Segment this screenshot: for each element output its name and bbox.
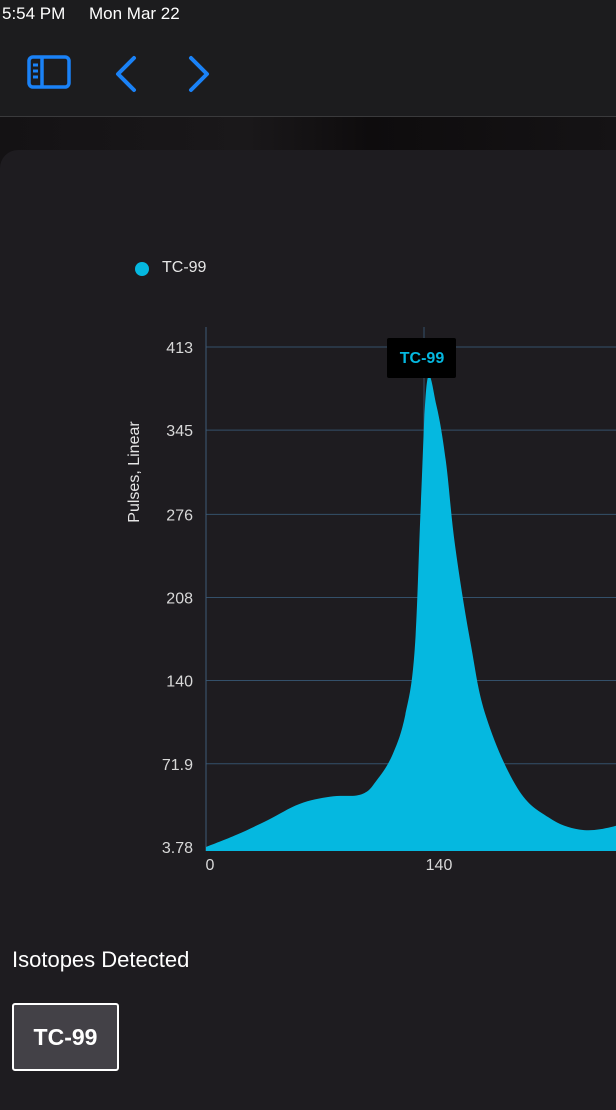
series-area-tc-99: [206, 375, 616, 851]
isotopes-section-title: Isotopes Detected: [12, 947, 190, 972]
forward-button[interactable]: [185, 54, 213, 94]
y-tick-label: 140: [166, 674, 193, 691]
isotope-chip[interactable]: TC-99: [12, 1003, 119, 1071]
y-tick-label: 71.9: [162, 757, 193, 774]
y-axis-title: Pulses, Linear: [126, 421, 143, 523]
y-tick-label: 208: [166, 590, 193, 607]
tooltip-label: TC-99: [400, 350, 445, 367]
legend-label: TC-99: [162, 259, 207, 276]
y-tick-label: 276: [166, 507, 193, 524]
chevron-left-icon: [116, 56, 136, 92]
chevron-right-icon: [189, 56, 209, 92]
legend-marker: [135, 262, 149, 276]
tooltip-box: [387, 338, 456, 378]
status-bar: 5:54 PM Mon Mar 22: [0, 0, 616, 28]
sidebar-icon: [27, 55, 71, 89]
y-tick-label: 413: [166, 340, 193, 357]
x-tick-label: 140: [426, 857, 453, 874]
spectrum-chart: 3.78 71.9 140 208 276 345 413 0 140 Pulses, Linea…: [126, 262, 616, 874]
navigation-bar: [0, 28, 616, 117]
spectrum-card: [0, 150, 616, 1110]
status-date: Mon Mar 22: [89, 4, 180, 23]
y-tick-label: 345: [166, 423, 193, 440]
back-button[interactable]: [112, 54, 140, 94]
status-time: 5:54 PM: [2, 4, 66, 23]
sidebar-toggle-button[interactable]: [27, 55, 73, 91]
x-tick-label: 0: [206, 857, 215, 874]
y-tick-label: 3.78: [162, 840, 193, 857]
